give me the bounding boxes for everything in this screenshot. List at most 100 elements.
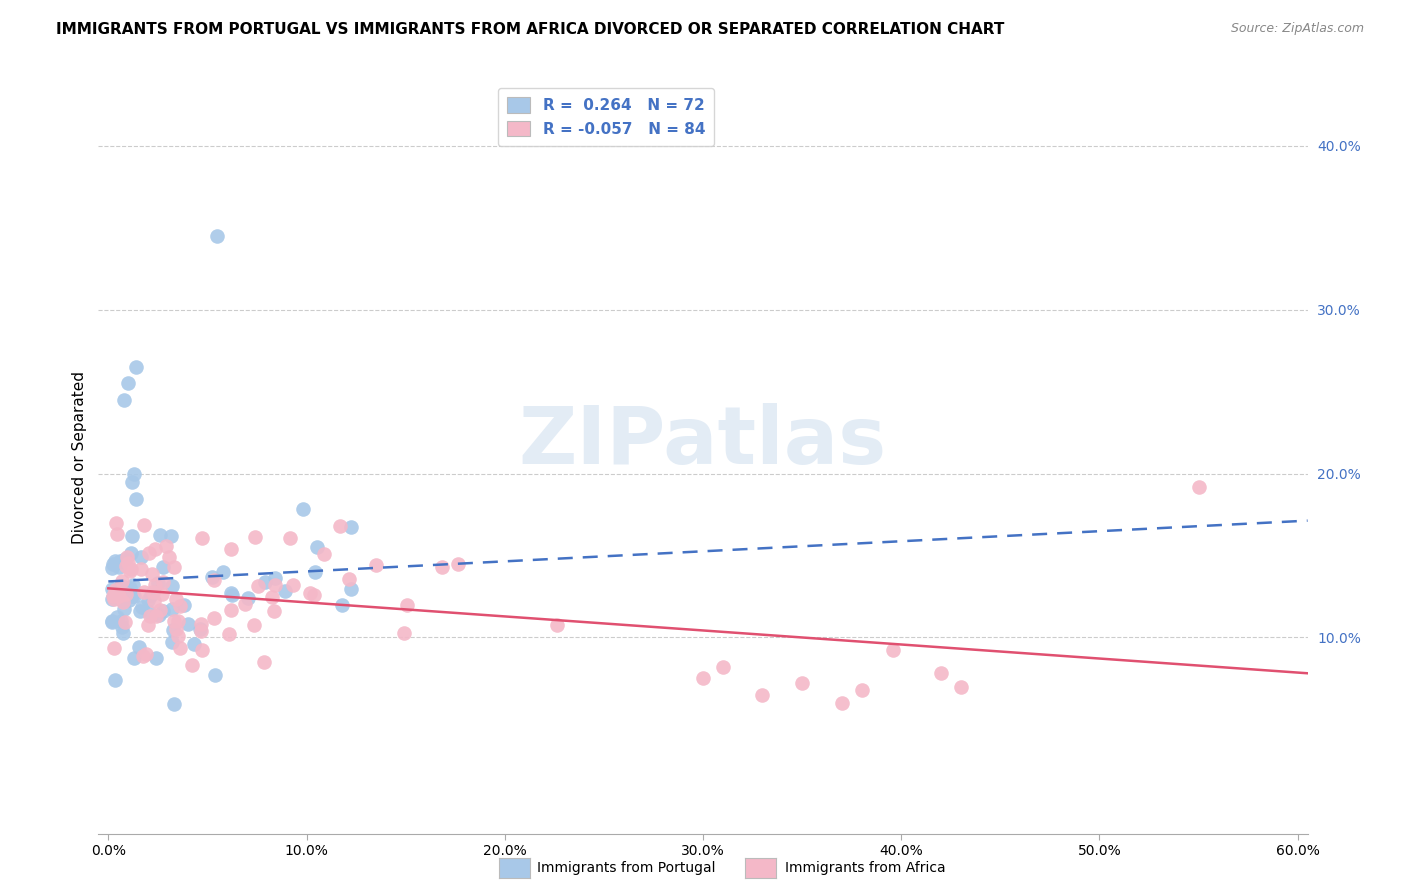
Point [115, 587, 138, 601]
Point [129, 562, 152, 576]
Point [264, 578, 287, 592]
Point [929, 666, 952, 681]
Point [122, 578, 145, 592]
Point [104, 582, 127, 597]
Point [141, 566, 163, 581]
Point [157, 549, 180, 564]
Point [278, 531, 301, 545]
Point [121, 589, 143, 603]
Point [312, 547, 335, 561]
Point [101, 582, 124, 596]
Point [105, 516, 128, 530]
Point [263, 571, 285, 585]
Point [128, 640, 150, 654]
Point [190, 616, 212, 631]
Point [145, 650, 167, 665]
Point [167, 614, 190, 628]
Point [114, 558, 136, 573]
Point [204, 667, 226, 681]
Point [108, 589, 131, 603]
Point [145, 542, 167, 557]
Point [120, 564, 142, 578]
Point [162, 623, 184, 637]
Point [152, 575, 174, 590]
Point [447, 557, 470, 571]
Point [160, 635, 183, 649]
Point [101, 615, 124, 630]
Point [173, 599, 195, 613]
Point [108, 554, 131, 568]
Point [692, 671, 714, 685]
Point [221, 603, 243, 617]
Point [132, 518, 155, 533]
Point [160, 579, 183, 593]
Point [202, 611, 225, 625]
Point [142, 584, 165, 599]
Point [111, 626, 134, 640]
Point [218, 627, 240, 641]
Point [167, 629, 190, 643]
Point [219, 586, 242, 600]
Point [882, 643, 904, 657]
Point [263, 603, 285, 617]
Point [191, 642, 214, 657]
Point [135, 647, 157, 661]
Point [129, 549, 152, 564]
Text: Source: ZipAtlas.com: Source: ZipAtlas.com [1230, 22, 1364, 36]
Point [103, 591, 125, 606]
Point [111, 620, 134, 634]
Point [207, 229, 229, 244]
Point [169, 640, 191, 655]
Point [120, 561, 142, 575]
Point [125, 359, 148, 374]
Point [330, 598, 353, 612]
Point [236, 591, 259, 606]
Point [274, 583, 297, 598]
Point [298, 586, 321, 600]
Point [212, 565, 235, 579]
Point [101, 557, 124, 571]
Point [949, 680, 972, 694]
Point [138, 605, 160, 619]
Point [143, 593, 166, 607]
Text: ZIPatlas: ZIPatlas [519, 403, 887, 481]
Point [111, 579, 134, 593]
Point [366, 558, 388, 572]
Point [143, 578, 166, 592]
Point [122, 467, 145, 481]
Point [115, 549, 138, 564]
Point [124, 491, 146, 506]
Point [181, 658, 204, 673]
Point [546, 618, 568, 632]
Point [191, 532, 214, 546]
Point [101, 591, 124, 606]
Point [152, 559, 174, 574]
Point [129, 604, 152, 618]
Point [163, 615, 186, 629]
Legend: R =  0.264   N = 72, R = -0.057   N = 84: R = 0.264 N = 72, R = -0.057 N = 84 [498, 88, 714, 146]
Point [253, 575, 276, 590]
Point [120, 546, 142, 560]
Point [117, 556, 139, 570]
Point [101, 614, 124, 628]
Point [104, 673, 127, 687]
Point [162, 559, 184, 574]
Point [107, 560, 129, 574]
Text: Immigrants from Africa: Immigrants from Africa [785, 861, 945, 875]
Point [396, 598, 419, 612]
Point [190, 624, 212, 639]
Point [111, 594, 134, 608]
Point [150, 587, 173, 601]
Point [165, 592, 187, 607]
Point [260, 590, 283, 604]
Point [122, 650, 145, 665]
Point [118, 592, 141, 607]
Point [183, 637, 205, 651]
Point [101, 561, 124, 575]
Point [111, 574, 134, 588]
Point [136, 593, 159, 607]
Point [304, 565, 326, 579]
Point [112, 594, 135, 608]
Point [329, 518, 352, 533]
Point [201, 570, 224, 584]
